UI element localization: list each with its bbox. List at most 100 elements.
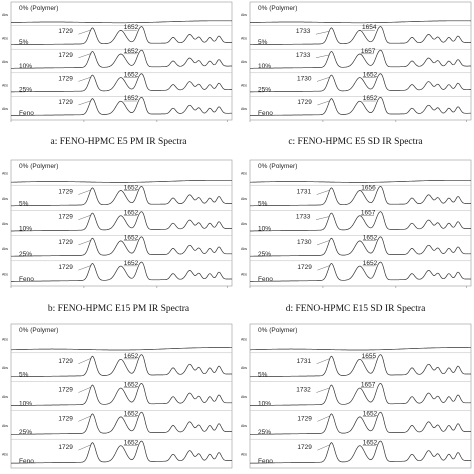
series-label: 25% <box>258 86 271 93</box>
spectra-chart-b: Abs 0% (Polymer) Abs 5% 1729 1652 Abs 10% 1729 16… <box>2 159 233 288</box>
y-axis-tick-label: Abs <box>2 395 8 399</box>
series-label: 10% <box>258 63 271 70</box>
peak-label: 1652 <box>363 439 378 446</box>
spectrum-line <box>11 211 232 232</box>
y-axis-tick-label: Abs <box>241 395 247 399</box>
y-axis-tick-label: Abs <box>2 222 8 226</box>
y-axis-tick-label: Abs <box>241 36 247 40</box>
spectrum-line <box>249 440 471 464</box>
peak-label: 1652 <box>363 95 378 102</box>
series-label: Feno <box>258 110 273 117</box>
peak-label: 1729 <box>58 358 73 365</box>
peak-label: 1729 <box>58 214 73 221</box>
peak-leader-line <box>78 357 92 364</box>
peak-label: 1656 <box>361 184 376 191</box>
spectrum-line <box>250 96 471 116</box>
peak-label: 1657 <box>361 382 376 389</box>
spectra-panel-f: Abs 0% (Polymer) Abs 5% 1731 1655 Abs 10% 1732 16… <box>239 322 474 474</box>
peak-label: 1652 <box>124 184 139 191</box>
series-label: 25% <box>19 86 32 93</box>
peak-leader-line <box>78 29 92 35</box>
peak-label: 1733 <box>296 28 311 35</box>
peak-leader-line <box>78 415 92 422</box>
peak-leader-line <box>315 31 329 35</box>
spectrum-line <box>250 186 471 207</box>
y-axis-tick-label: Abs <box>2 272 8 276</box>
spectrum-line <box>249 411 471 435</box>
peak-leader-line <box>317 415 331 422</box>
series-label: 25% <box>258 251 271 258</box>
peak-leader-line <box>317 265 331 271</box>
plot-frame <box>249 159 472 287</box>
spectra-chart-e: Abs 0% (Polymer) Abs 5% 1729 1652 Abs 10% 1729 16… <box>2 323 233 469</box>
peak-leader-line <box>316 76 331 82</box>
y-axis-tick-label: Abs <box>241 272 247 276</box>
spectrum-line <box>250 26 471 46</box>
series-label: 0% (Polymer) <box>258 5 297 12</box>
series-label: 5% <box>19 372 29 379</box>
peak-leader-line <box>316 387 330 393</box>
spectrum-line <box>11 20 233 24</box>
spectrum-line <box>10 440 232 464</box>
peak-label: 1730 <box>297 75 312 82</box>
y-axis-tick-label: Abs <box>2 453 8 457</box>
plot-frame <box>249 323 472 469</box>
spectrum-line <box>11 26 232 46</box>
series-label: 5% <box>19 200 29 207</box>
y-axis-tick-label: Abs <box>2 366 8 370</box>
peak-leader-line <box>78 189 92 195</box>
spectrum-line <box>250 73 471 93</box>
peak-label: 1729 <box>58 28 73 35</box>
y-axis-tick-label: Abs <box>2 337 8 341</box>
peak-label: 1652 <box>124 24 139 31</box>
plot-frame <box>10 323 233 469</box>
peak-leader-line <box>316 240 331 246</box>
peak-leader-line <box>78 100 92 106</box>
series-label: 5% <box>258 39 268 46</box>
series-label: 0% (Polymer) <box>258 163 297 170</box>
peak-leader-line <box>317 100 331 106</box>
series-label: 0% (Polymer) <box>19 5 58 12</box>
spectrum-line <box>11 236 232 257</box>
peak-label: 1652 <box>124 209 139 216</box>
y-axis-tick-label: Abs <box>241 453 247 457</box>
y-axis-tick-label: Abs <box>2 107 8 111</box>
peak-label: 1652 <box>124 410 139 417</box>
y-axis-tick-label: Abs <box>2 36 8 40</box>
peak-leader-line <box>316 358 330 364</box>
spectra-chart-f: Abs 0% (Polymer) Abs 5% 1731 1655 Abs 10% 1732 16… <box>241 323 472 469</box>
peak-leader-line <box>78 239 92 246</box>
peak-label: 1729 <box>58 264 73 271</box>
peak-label: 1729 <box>297 415 312 422</box>
peak-label: 1652 <box>124 48 139 55</box>
caption-c: c: FENO-HPMC E5 SD IR Spectra <box>288 137 423 147</box>
peak-label: 1729 <box>58 189 73 196</box>
peak-label: 1652 <box>124 382 139 389</box>
peak-label: 1652 <box>124 439 139 446</box>
series-label: 10% <box>19 400 32 407</box>
plot-frame <box>249 1 472 121</box>
spectra-chart-a: Abs 0% (Polymer) Abs 5% 1729 1652 Abs 10% 1729 16… <box>2 1 233 122</box>
peak-label: 1733 <box>296 214 311 221</box>
y-axis-tick-label: Abs <box>241 222 247 226</box>
peak-label: 1729 <box>58 52 73 59</box>
spectrum-line <box>10 354 232 378</box>
y-axis-tick-label: Abs <box>241 337 247 341</box>
y-axis-tick-label: Abs <box>241 60 247 64</box>
y-axis-tick-label: Abs <box>2 424 8 428</box>
peak-label: 1652 <box>124 95 139 102</box>
spectrum-line <box>250 179 471 183</box>
peak-label: 1733 <box>296 52 311 59</box>
caption-d: d: FENO-HPMC E15 SD IR Spectra <box>285 304 426 314</box>
y-axis-tick-label: Abs <box>2 13 8 17</box>
spectra-panel-b: Abs 0% (Polymer) Abs 5% 1729 1652 Abs 10% 1729 16… <box>0 158 235 298</box>
peak-leader-line <box>317 444 331 451</box>
spectrum-line <box>10 411 232 435</box>
y-axis-tick-label: Abs <box>2 84 8 88</box>
peak-label: 1729 <box>58 387 73 394</box>
caption-b: b: FENO-HPMC E15 PM IR Spectra <box>47 304 190 314</box>
spectra-chart-c: Abs 0% (Polymer) Abs 5% 1733 1654 Abs 10% 1733 16… <box>241 1 472 122</box>
peak-label: 1729 <box>297 264 312 271</box>
y-axis-tick-label: Abs <box>241 366 247 370</box>
spectra-panel-c: Abs 0% (Polymer) Abs 5% 1733 1654 Abs 10% 1733 16… <box>239 0 474 132</box>
